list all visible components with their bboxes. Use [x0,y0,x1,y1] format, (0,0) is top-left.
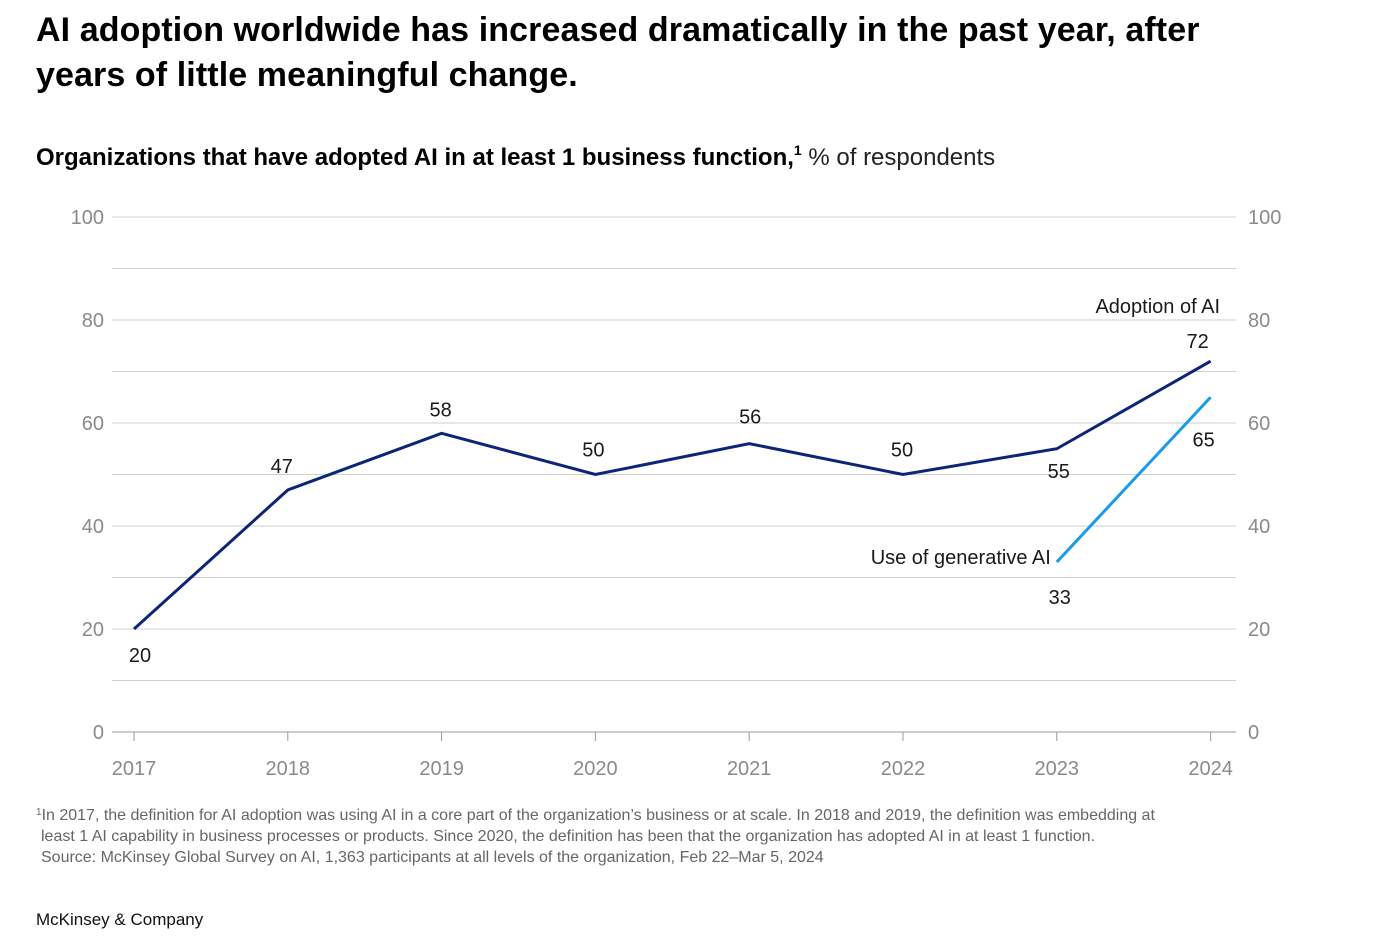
brand-name: McKinsey & Company [36,910,204,929]
series-label-adoption-of-ai: Adoption of AI [1095,296,1220,318]
footnotes: 1In 2017, the definition for AI adoption… [36,805,1296,868]
series-line-generative-ai [1055,396,1212,564]
x-tick-label: 2017 [112,758,157,780]
y-tick-label-left: 0 [93,722,104,744]
x-tick-label: 2019 [419,758,464,780]
series-line-adoption-of-ai [132,359,1212,631]
chart-headline: AI adoption worldwide has increased dram… [36,11,1200,94]
y-tick-label-right: 20 [1248,619,1270,641]
y-tick-label-left: 80 [82,310,104,332]
footnote-line-2: least 1 AI capability in business proces… [41,828,1096,845]
data-label: 72 [1186,331,1208,353]
data-label: 65 [1192,429,1214,451]
x-tick-label: 2020 [573,758,618,780]
series-label-generative-ai: Use of generative AI [871,547,1051,569]
y-tick-label-left: 100 [71,207,104,229]
data-label: 55 [1048,461,1070,483]
data-label: 47 [271,456,293,478]
y-tick-label-left: 60 [82,413,104,435]
x-tick-label: 2022 [881,758,926,780]
footnote-definition: 1In 2017, the definition for AI adoption… [36,805,1296,826]
subtitle-unit: % of respondents [808,144,996,171]
y-tick-label-right: 0 [1248,722,1259,744]
footnote-source: Source: McKinsey Global Survey on AI, 1,… [41,849,824,866]
x-tick-label: 2024 [1188,758,1233,780]
data-label: 50 [582,440,604,462]
data-label: 20 [129,645,151,667]
chart-subtitle: Organizations that have adopted AI in at… [36,142,995,174]
data-label: 58 [429,399,451,421]
x-tick-label: 2023 [1035,758,1080,780]
y-tick-label-right: 80 [1248,310,1270,332]
y-tick-label-right: 60 [1248,413,1270,435]
data-label: 33 [1049,587,1071,609]
data-label: 56 [739,407,761,429]
y-tick-label-right: 100 [1248,207,1281,229]
data-label: 50 [891,440,913,462]
y-tick-label-right: 40 [1248,516,1270,538]
y-tick-label-left: 20 [82,619,104,641]
x-tick-label: 2018 [266,758,311,780]
subtitle-main: Organizations that have adopted AI in at… [36,144,794,171]
x-tick-label: 2021 [727,758,772,780]
y-tick-label-left: 40 [82,516,104,538]
subtitle-footnote-marker: 1 [793,142,802,158]
footnote-marker: 1 [36,807,42,818]
footnote-line-1: In 2017, the definition for AI adoption … [41,807,1155,824]
